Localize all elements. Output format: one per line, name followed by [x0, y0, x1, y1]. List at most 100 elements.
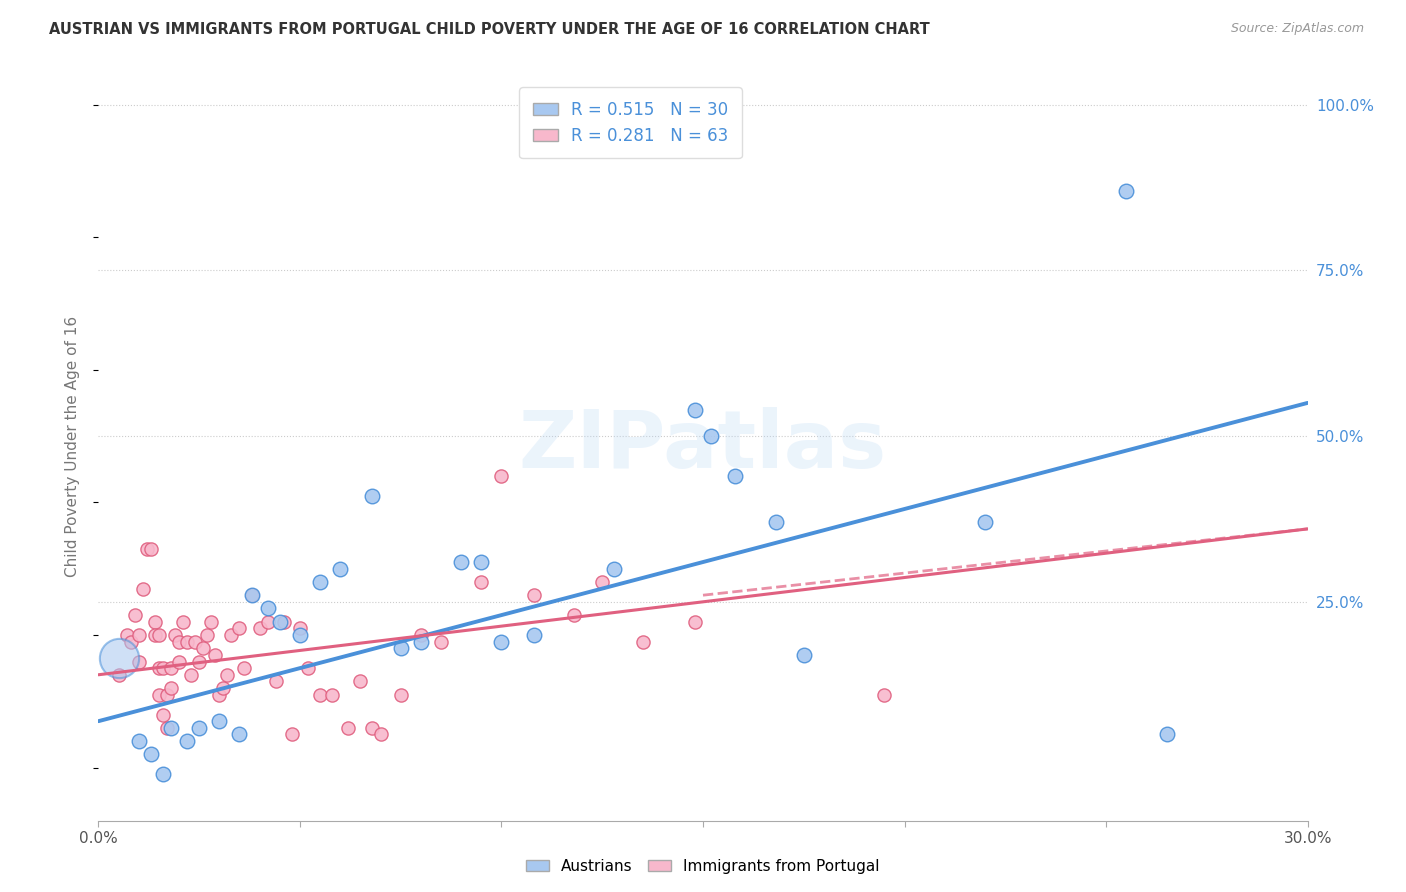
Point [724, 468, 747, 483]
Point [361, 721, 384, 735]
Point [128, 734, 150, 748]
Point [470, 555, 492, 569]
Point [409, 628, 432, 642]
Point [160, 721, 183, 735]
Point [107, 651, 129, 665]
Point [470, 574, 492, 589]
Point [176, 734, 198, 748]
Point [200, 615, 222, 629]
Point [297, 661, 319, 675]
Point [208, 714, 231, 728]
Point [160, 661, 183, 675]
Point [269, 615, 291, 629]
Point [228, 621, 250, 635]
Point [321, 688, 343, 702]
Point [491, 468, 513, 483]
Point [370, 727, 392, 741]
Point [232, 661, 254, 675]
Point [562, 608, 585, 623]
Point [288, 628, 311, 642]
Point [115, 628, 138, 642]
Point [221, 628, 243, 642]
Point [107, 667, 129, 681]
Point [193, 641, 215, 656]
Point [148, 688, 170, 702]
Point [409, 634, 432, 648]
Point [188, 655, 211, 669]
Point [523, 588, 546, 602]
Point [148, 661, 170, 675]
Point [208, 688, 231, 702]
Point [176, 634, 198, 648]
Point [491, 634, 513, 648]
Point [974, 515, 997, 529]
Point [188, 721, 211, 735]
Point [256, 615, 278, 629]
Point [309, 574, 332, 589]
Point [156, 688, 179, 702]
Point [349, 674, 371, 689]
Point [172, 615, 194, 629]
Point [1115, 184, 1137, 198]
Point [631, 634, 654, 648]
Point [228, 727, 250, 741]
Point [523, 628, 546, 642]
Legend: R = 0.515   N = 30, R = 0.281   N = 63: R = 0.515 N = 30, R = 0.281 N = 63 [519, 87, 741, 158]
Point [180, 667, 202, 681]
Point [1156, 727, 1178, 741]
Point [204, 648, 226, 662]
Point [389, 688, 412, 702]
Point [793, 648, 815, 662]
Point [256, 601, 278, 615]
Point [288, 621, 311, 635]
Point [240, 588, 263, 602]
Point [765, 515, 787, 529]
Point [167, 655, 190, 669]
Point [143, 628, 166, 642]
Point [184, 634, 207, 648]
Point [195, 628, 218, 642]
Point [163, 628, 186, 642]
Point [281, 727, 304, 741]
Text: ZIPatlas: ZIPatlas [519, 407, 887, 485]
Y-axis label: Child Poverty Under the Age of 16: Child Poverty Under the Age of 16 [65, 316, 80, 576]
Point [217, 667, 239, 681]
Point [591, 574, 613, 589]
Point [132, 582, 155, 596]
Point [167, 634, 190, 648]
Text: Source: ZipAtlas.com: Source: ZipAtlas.com [1230, 22, 1364, 36]
Point [135, 541, 157, 556]
Point [329, 562, 352, 576]
Point [683, 402, 706, 417]
Point [337, 721, 360, 735]
Point [139, 747, 162, 762]
Point [249, 621, 271, 635]
Point [160, 681, 183, 695]
Text: AUSTRIAN VS IMMIGRANTS FROM PORTUGAL CHILD POVERTY UNDER THE AGE OF 16 CORRELATI: AUSTRIAN VS IMMIGRANTS FROM PORTUGAL CHI… [49, 22, 929, 37]
Point [156, 721, 179, 735]
Point [264, 674, 287, 689]
Point [273, 615, 295, 629]
Point [389, 641, 412, 656]
Point [148, 628, 170, 642]
Point [873, 688, 896, 702]
Point [683, 615, 706, 629]
Point [152, 767, 174, 781]
Point [143, 615, 166, 629]
Point [124, 608, 146, 623]
Point [450, 555, 472, 569]
Point [128, 655, 150, 669]
Point [603, 562, 626, 576]
Point [120, 634, 142, 648]
Point [240, 588, 263, 602]
Point [309, 688, 332, 702]
Point [361, 489, 384, 503]
Point [212, 681, 235, 695]
Point [152, 707, 174, 722]
Point [152, 661, 174, 675]
Legend: Austrians, Immigrants from Portugal: Austrians, Immigrants from Portugal [520, 853, 886, 880]
Point [430, 634, 453, 648]
Point [139, 541, 162, 556]
Point [128, 628, 150, 642]
Point [700, 429, 723, 443]
